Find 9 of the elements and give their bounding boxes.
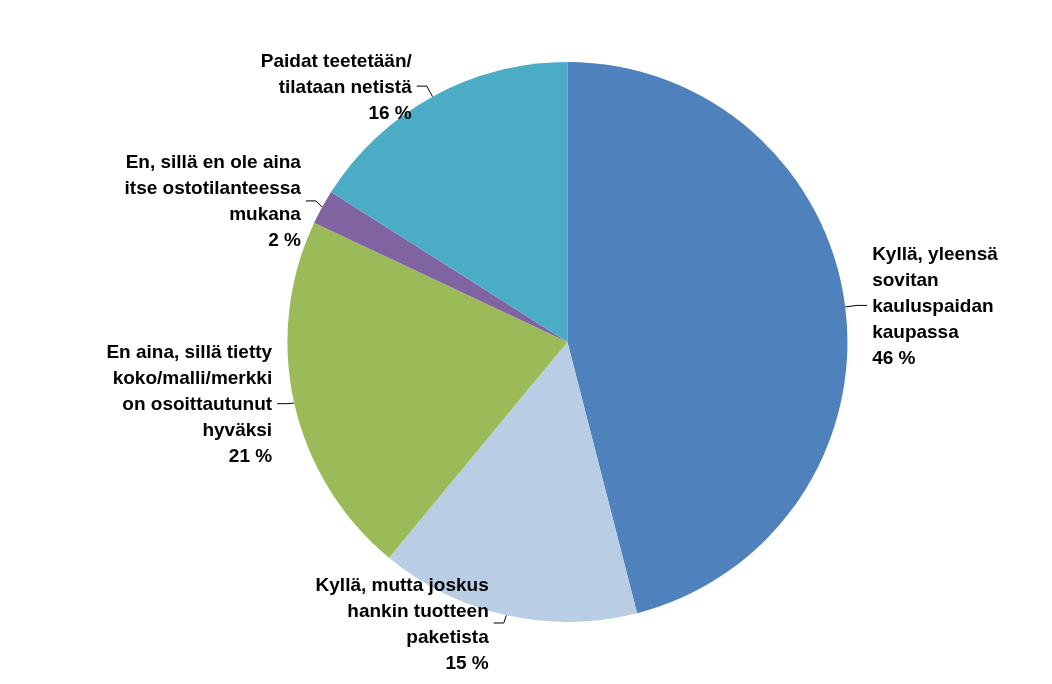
slice-label: En aina, sillä tietty koko/malli/merkki on osoittautunut hyväksi [106, 341, 273, 441]
slice-label: Paidat teetetään/ tilataan netistä [260, 49, 413, 97]
data-label: 15 % [445, 651, 489, 673]
slice-label: Kyllä, yleensä sovitan kauluspaidan kaupassa [872, 242, 999, 342]
slice-label: Kyllä, mutta joskus hankin tuotteen paketista [315, 573, 490, 647]
data-label: 46 % [872, 346, 916, 368]
data-label: 2 % [268, 229, 302, 251]
slice-label: En, sillä en ole aina itse ostotilanteessa mukana [124, 151, 302, 225]
data-label: 21 % [228, 445, 273, 467]
